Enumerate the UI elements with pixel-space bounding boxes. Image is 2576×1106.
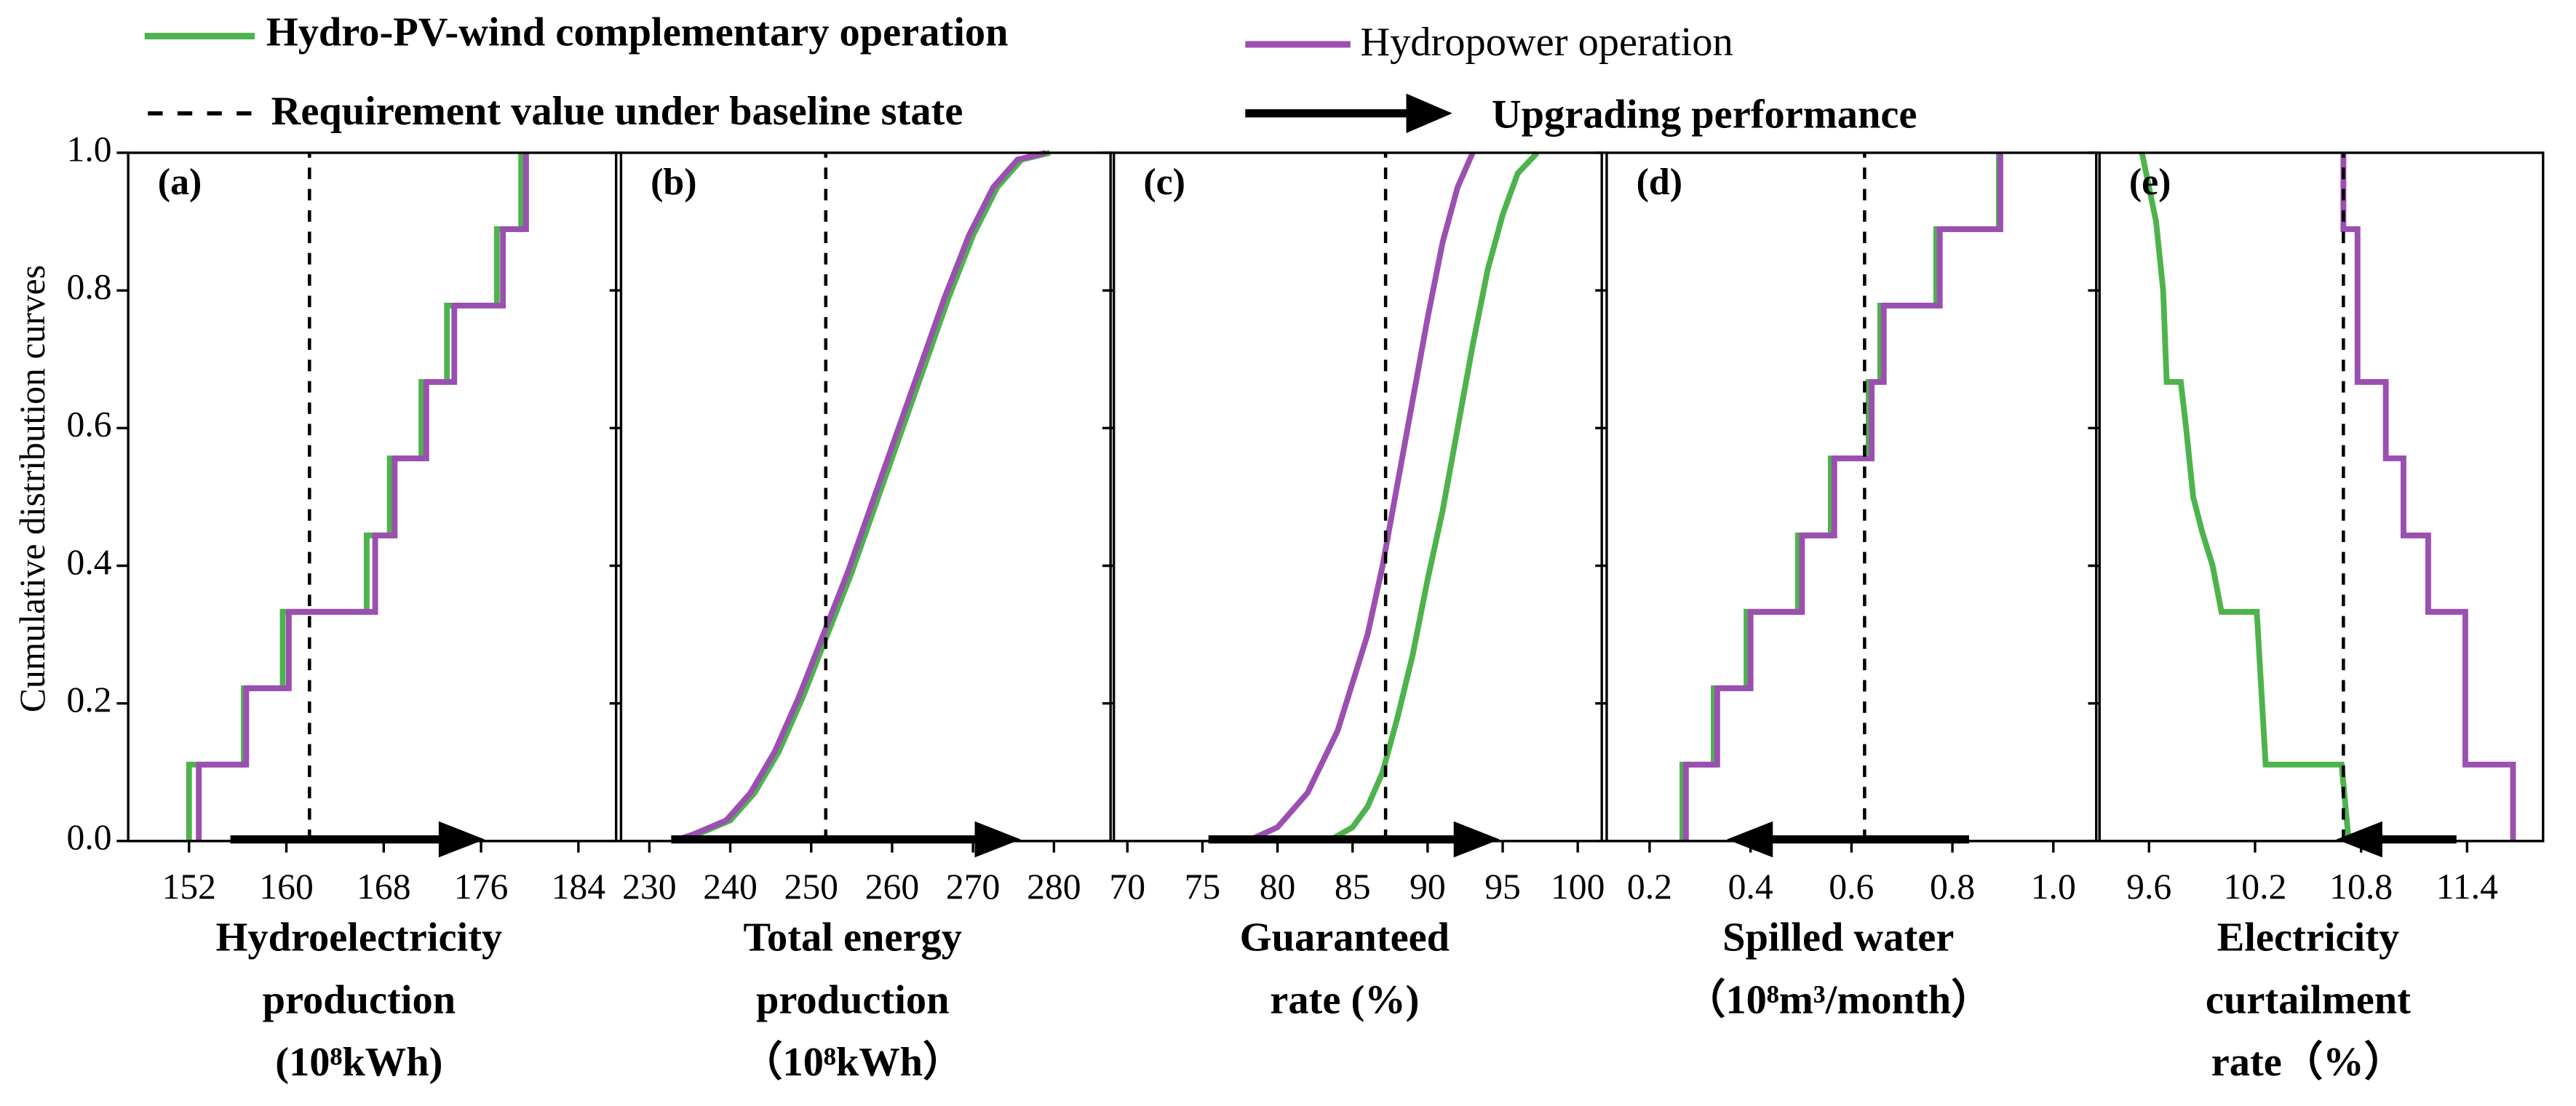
plot-frame [1605,151,2098,843]
x-axis-label: production [263,977,456,1022]
x-tick-label: 160 [259,867,313,907]
legend-label: Requirement value under baseline state [271,89,963,134]
x-tick-label: 230 [622,867,676,907]
x-axis-label: （10⁸m³/month） [1685,976,1992,1022]
x-axis-label: Hydroelectricity [215,915,502,960]
x-tick-label: 11.4 [2436,867,2498,907]
arrow [1727,821,1969,858]
x-axis-label: Total energy [744,915,962,960]
x-tick-label: 0.4 [1728,867,1773,907]
x-tick-label: 75 [1185,867,1221,907]
arrow [230,821,485,858]
plot-frame [2098,151,2545,843]
cdf-line [1246,151,1476,844]
y-tick-label: 1.0 [67,129,112,169]
x-tick-label: 270 [946,867,1000,907]
panel-label: (d) [1637,162,1682,203]
y-tick-label: 0.0 [67,817,112,857]
x-axis-label: Guaranteed [1240,915,1450,960]
panel-label: (e) [2129,162,2171,203]
x-tick-label: 250 [784,867,838,907]
x-tick-label: 0.6 [1829,867,1874,907]
x-tick-label: 0.2 [1627,867,1672,907]
cdf-line [1679,152,2002,841]
x-tick-label: 0.8 [1930,867,1975,907]
legend-label: Hydro-PV-wind complementary operation [266,10,1009,55]
cdf-line [677,150,1051,844]
x-axis-label: (10⁸kWh) [275,1040,442,1085]
x-tick-label: 1.0 [2031,867,2076,907]
arrow-head [438,821,485,858]
x-tick-label: 10.2 [2223,867,2286,907]
arrow-head [1727,821,1773,858]
x-tick-label: 80 [1260,867,1296,907]
plot-frame [1113,151,1603,843]
legend-swatch-arrow-head [1406,93,1452,133]
cdf-line [2139,152,2352,842]
cdf-line [186,152,525,841]
x-axis-label: Spilled water [1722,915,1954,960]
legend-label: Hydropower operation [1360,20,1733,65]
cdf-line [1327,151,1540,844]
plot-frame [619,151,1112,843]
y-tick-label: 0.2 [67,680,112,720]
cdf-line [672,150,1047,844]
cdf-line [196,152,529,841]
x-axis-label: rate（%） [2211,1039,2405,1085]
x-tick-label: 184 [552,867,606,907]
x-tick-label: 100 [1551,867,1605,907]
x-tick-label: 152 [162,867,216,907]
panel-label: (c) [1143,162,1185,203]
arrow [1208,821,1500,858]
x-axis-label: curtailment [2206,977,2411,1022]
arrow-head [2336,821,2382,858]
x-tick-label: 260 [865,867,919,907]
x-tick-label: 176 [454,867,508,907]
x-tick-label: 280 [1027,867,1081,907]
panel-label: (a) [158,162,202,203]
cdf-line [1682,152,2003,841]
cdf-line [2340,152,2516,841]
arrow-head [1453,821,1500,858]
x-tick-label: 85 [1335,867,1371,907]
y-tick-label: 0.4 [67,542,112,582]
arrow [2336,821,2457,858]
y-axis-label: Cumulative distribution curves [12,265,52,712]
arrow [671,821,1021,858]
x-axis-label: production [756,977,949,1022]
x-tick-label: 95 [1484,867,1521,907]
x-tick-label: 70 [1109,867,1145,907]
panel-label: (b) [651,162,696,203]
x-axis-label: rate (%) [1270,977,1419,1022]
legend-label: Upgrading performance [1492,92,1917,137]
arrow-head [974,821,1021,858]
x-axis-label: （10⁸kWh） [742,1039,963,1085]
x-tick-label: 9.6 [2126,867,2171,907]
x-tick-label: 168 [357,867,410,907]
x-tick-label: 240 [703,867,757,907]
x-tick-label: 10.8 [2329,867,2393,907]
plot-frame [127,151,618,843]
y-tick-label: 0.6 [67,405,112,445]
x-tick-label: 90 [1410,867,1446,907]
y-tick-label: 0.8 [67,267,112,307]
x-axis-label: Electricity [2217,915,2400,960]
